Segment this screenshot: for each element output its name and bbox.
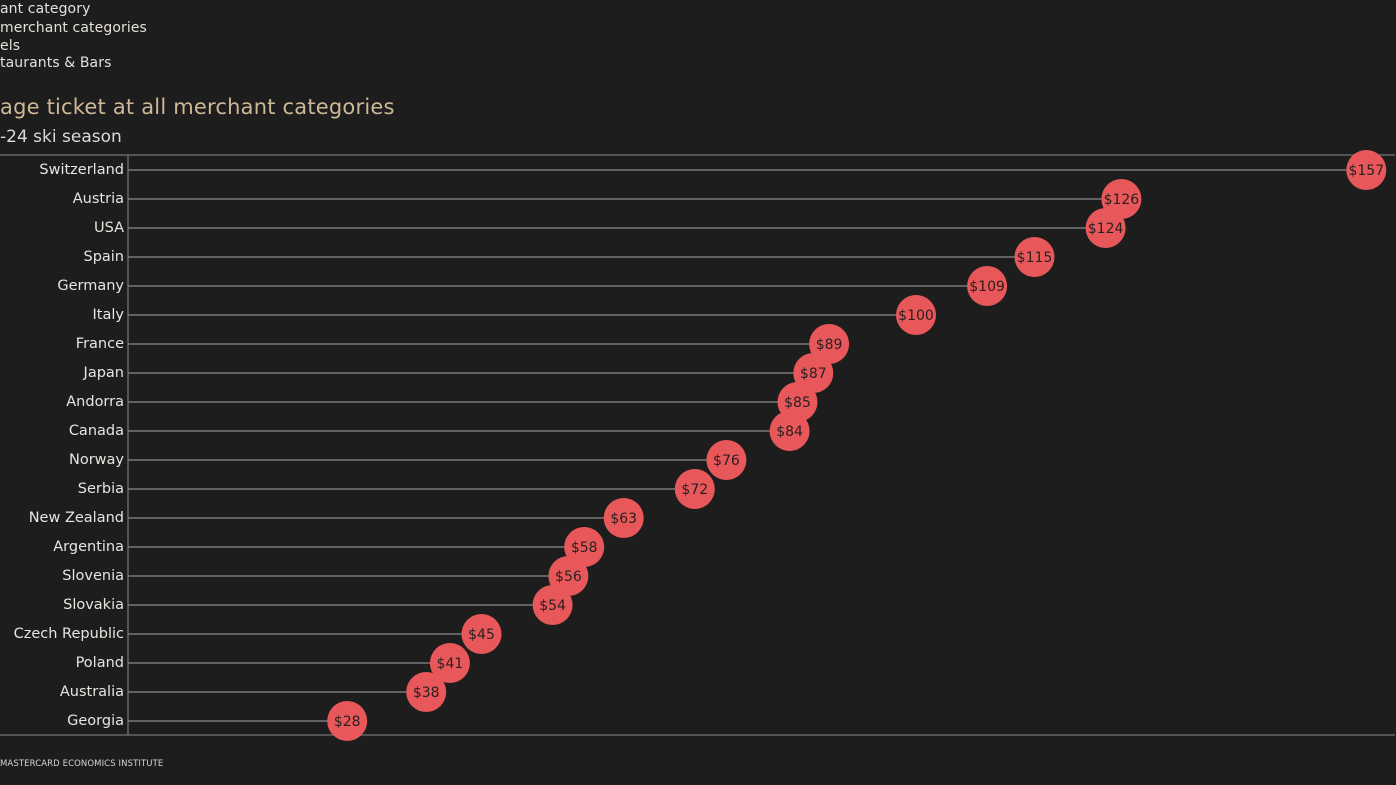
value-label: $124: [1088, 221, 1124, 237]
value-label: $54: [539, 598, 566, 614]
country-label: Italy: [93, 307, 125, 323]
country-label: Germany: [57, 278, 124, 294]
country-label: USA: [94, 220, 124, 236]
data-dot[interactable]: [1014, 237, 1055, 277]
legend-item-hotels[interactable]: els: [0, 38, 21, 54]
data-dot[interactable]: [1085, 208, 1126, 248]
data-dot[interactable]: [461, 614, 502, 654]
data-dot[interactable]: [769, 411, 810, 451]
source-note: MASTERCARD ECONOMICS INSTITUTE: [0, 759, 164, 769]
country-label: Serbia: [78, 481, 124, 497]
data-dot[interactable]: [967, 266, 1008, 306]
value-label: $89: [816, 337, 843, 353]
value-label: $63: [610, 511, 637, 527]
value-label: $87: [800, 366, 827, 382]
country-label: Argentina: [53, 539, 124, 555]
value-label: $157: [1348, 163, 1384, 179]
data-dot[interactable]: [406, 672, 447, 712]
country-label: France: [76, 336, 124, 352]
data-dot[interactable]: [1346, 150, 1387, 190]
country-label: Georgia: [67, 713, 124, 729]
data-dot[interactable]: [706, 440, 747, 480]
country-label: Japan: [83, 365, 124, 381]
value-label: $28: [334, 714, 361, 730]
legend-item-all-merchant[interactable]: merchant categories: [0, 20, 147, 36]
country-label: Austria: [73, 191, 124, 207]
chart-title: age ticket at all merchant categories: [0, 95, 395, 119]
value-label: $72: [681, 482, 708, 498]
country-label: Slovakia: [63, 597, 124, 613]
country-label: Australia: [60, 684, 124, 700]
value-label: $45: [468, 627, 495, 643]
value-label: $115: [1017, 250, 1053, 266]
country-label: Switzerland: [39, 162, 124, 178]
value-label: $100: [898, 308, 934, 324]
country-label: Poland: [76, 655, 124, 671]
value-label: $76: [713, 453, 740, 469]
country-label: Spain: [83, 249, 124, 265]
legend-item-category[interactable]: ant category: [0, 1, 91, 17]
data-dot[interactable]: [674, 469, 715, 509]
legend-item-restaurants[interactable]: taurants & Bars: [0, 55, 112, 71]
data-dot[interactable]: [532, 585, 573, 625]
value-label: $38: [413, 685, 440, 701]
data-dot[interactable]: [327, 701, 368, 741]
data-dot[interactable]: [896, 295, 936, 335]
value-label: $58: [571, 540, 598, 556]
country-label: Norway: [69, 452, 124, 468]
country-label: Canada: [69, 423, 124, 439]
value-label: $84: [776, 424, 803, 440]
value-label: $126: [1104, 192, 1140, 208]
value-label: $56: [555, 569, 582, 585]
data-dot[interactable]: [429, 643, 470, 683]
data-dot[interactable]: [603, 498, 644, 538]
value-label: $85: [784, 395, 811, 411]
country-label: Czech Republic: [14, 626, 124, 642]
country-label: Andorra: [66, 394, 124, 410]
value-label: $109: [969, 279, 1005, 295]
chart-subtitle: -24 ski season: [0, 127, 122, 147]
country-label: Slovenia: [62, 568, 124, 584]
country-label: New Zealand: [29, 510, 124, 526]
value-label: $41: [437, 656, 464, 672]
